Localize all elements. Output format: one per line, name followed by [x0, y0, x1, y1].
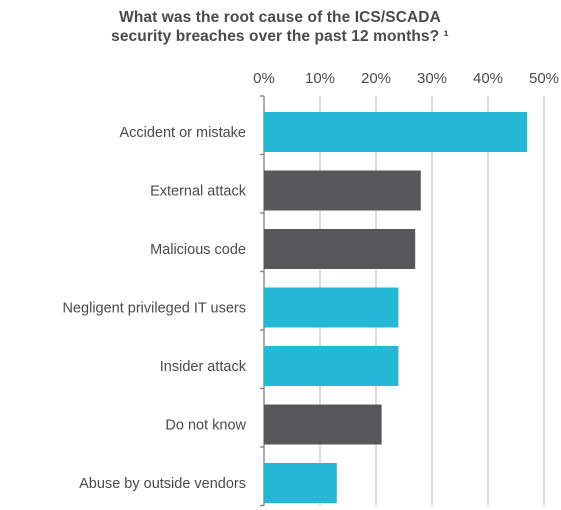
category-label: Accident or mistake — [119, 125, 246, 141]
x-tick-label: 50% — [529, 70, 559, 87]
category-label: Malicious code — [150, 242, 246, 258]
x-tick-label: 40% — [473, 70, 503, 87]
chart-title-line-1: What was the root cause of the ICS/SCADA — [119, 9, 441, 26]
bar — [264, 287, 399, 328]
chart-title-line-2: security breaches over the past 12 month… — [111, 28, 449, 45]
category-label: Abuse by outside vendors — [79, 476, 246, 492]
x-tick-label: 10% — [305, 70, 335, 87]
x-tick-label: 30% — [417, 70, 447, 87]
bar — [264, 229, 416, 269]
x-tick-label: 20% — [361, 70, 391, 87]
category-label: Do not know — [165, 418, 246, 434]
category-label: Insider attack — [160, 359, 247, 375]
bar — [264, 170, 421, 211]
chart-title: What was the root cause of the ICS/SCADA… — [60, 8, 500, 46]
bar — [264, 346, 399, 386]
category-label: External attack — [150, 184, 247, 200]
bar — [264, 404, 382, 445]
category-label: Negligent privileged IT users — [63, 301, 247, 317]
bar — [264, 463, 337, 503]
bar — [264, 112, 528, 152]
x-tick-label: 0% — [253, 70, 275, 87]
